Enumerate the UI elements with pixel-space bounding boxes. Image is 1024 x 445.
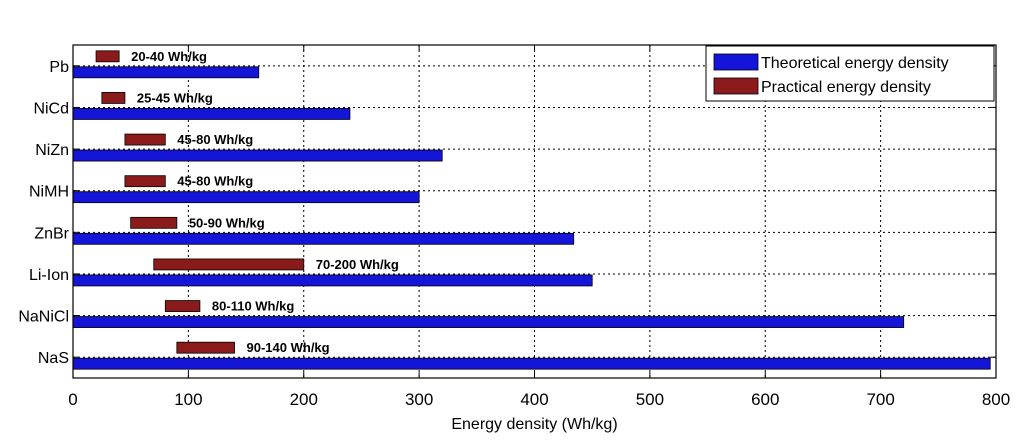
legend-label-theoretical: Theoretical energy density bbox=[761, 55, 949, 72]
x-tick-label: 100 bbox=[174, 390, 202, 409]
bar-value-label: 45-80 Wh/kg bbox=[177, 132, 253, 147]
grid bbox=[73, 45, 996, 378]
category-labels: Pb NiCd NiZn NiMH ZnBr Li-Ion NaNiCl NaS bbox=[18, 59, 69, 367]
bar-theoretical bbox=[72, 191, 420, 204]
bar-value-label: 20-40 Wh/kg bbox=[131, 49, 207, 64]
bar-practical bbox=[153, 258, 305, 271]
bar-value-label: 25-45 Wh/kg bbox=[137, 90, 213, 105]
x-axis-title: Energy density (Wh/kg) bbox=[451, 416, 617, 433]
bar-practical bbox=[130, 216, 178, 229]
bar-theoretical bbox=[72, 316, 905, 328]
x-tick-label: 400 bbox=[520, 390, 548, 409]
bar-theoretical bbox=[72, 274, 593, 287]
category-label: NaS bbox=[38, 350, 69, 367]
x-tick-label: 0 bbox=[68, 390, 77, 409]
x-tick-label: 300 bbox=[405, 390, 433, 409]
bar-value-label: 90-140 Wh/kg bbox=[247, 340, 330, 355]
range-labels: 20-40 Wh/kg 25-45 Wh/kg 45-80 Wh/kg 45-80 W… bbox=[131, 49, 399, 355]
bar-practical bbox=[124, 175, 166, 188]
category-label: NiZn bbox=[35, 142, 69, 159]
bar-value-label: 70-200 Wh/kg bbox=[316, 257, 399, 272]
category-label: Pb bbox=[49, 59, 69, 76]
bar-practical bbox=[124, 133, 166, 146]
bar-theoretical bbox=[72, 232, 575, 245]
bar-theoretical bbox=[72, 357, 991, 370]
category-label: NiCd bbox=[33, 100, 69, 117]
bar-value-label: 50-90 Wh/kg bbox=[189, 215, 265, 230]
bar-practical bbox=[101, 92, 126, 104]
bar-value-label: 45-80 Wh/kg bbox=[177, 174, 253, 189]
category-label: ZnBr bbox=[34, 225, 69, 242]
x-tick-label: 200 bbox=[290, 390, 318, 409]
category-label: Li-Ion bbox=[29, 267, 69, 284]
bar-theoretical bbox=[72, 108, 351, 120]
legend-label-practical: Practical energy density bbox=[761, 79, 931, 96]
legend-swatch-practical bbox=[713, 77, 759, 95]
legend-swatch-theoretical bbox=[713, 53, 759, 71]
bar-theoretical bbox=[72, 149, 443, 162]
x-tick-label: 800 bbox=[982, 390, 1010, 409]
x-tick-label: 600 bbox=[751, 390, 779, 409]
bar-practical bbox=[176, 341, 235, 354]
bar-value-label: 80-110 Wh/kg bbox=[212, 299, 294, 314]
category-label: NaNiCl bbox=[18, 309, 69, 326]
legend: Theoretical energy density Practical ene… bbox=[705, 45, 995, 102]
x-tick-label: 700 bbox=[866, 390, 894, 409]
x-tick-label: 500 bbox=[636, 390, 664, 409]
bar-practical bbox=[164, 300, 201, 312]
bar-theoretical bbox=[72, 66, 260, 79]
category-label: NiMH bbox=[29, 184, 69, 201]
bar-practical bbox=[95, 50, 120, 63]
